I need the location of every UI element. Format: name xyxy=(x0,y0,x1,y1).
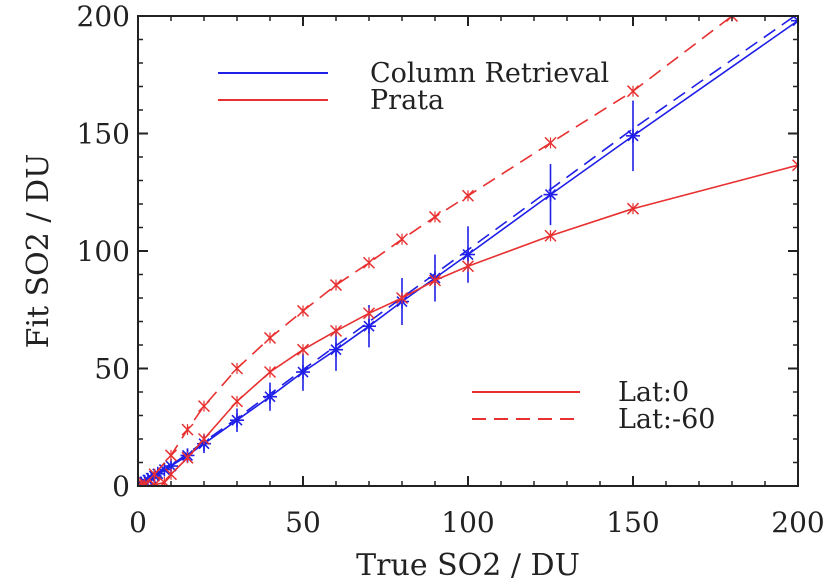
x-axis-label: True SO2 / DU xyxy=(356,548,580,583)
marker-stroke xyxy=(143,479,151,486)
data-point xyxy=(395,233,409,246)
x-tick-label: 50 xyxy=(285,506,321,539)
data-point xyxy=(158,476,171,486)
data-point xyxy=(626,128,640,143)
data-point xyxy=(230,413,244,428)
data-point xyxy=(791,159,798,172)
marker-stroke xyxy=(462,248,474,261)
x-tick-label: 100 xyxy=(441,506,494,539)
marker-stroke xyxy=(791,159,798,167)
data-point xyxy=(544,136,557,149)
data-point xyxy=(263,331,277,344)
marker-stroke xyxy=(791,164,798,172)
marker-stroke xyxy=(730,16,739,23)
data-point xyxy=(395,291,409,305)
data-point xyxy=(543,187,558,202)
y-tick-label: 150 xyxy=(77,118,130,151)
marker-stroke xyxy=(792,19,798,27)
marker-stroke xyxy=(544,189,557,201)
series-clip-group xyxy=(138,16,798,486)
y-tick-label: 50 xyxy=(94,353,130,386)
data-point xyxy=(428,274,442,287)
data-point xyxy=(230,362,244,375)
data-point xyxy=(329,279,343,292)
data-point xyxy=(181,451,194,464)
ticks-layer: 0 50 100 150 200 0 50 100 150 200 xyxy=(77,0,825,539)
series-line-2 xyxy=(138,164,798,486)
data-point xyxy=(461,260,475,273)
y-tick-label: 200 xyxy=(77,0,130,33)
data-point xyxy=(148,478,161,486)
data-point xyxy=(197,432,211,446)
data-point xyxy=(626,202,640,215)
series-layer xyxy=(138,16,798,486)
data-point xyxy=(164,449,178,462)
data-point xyxy=(362,307,376,320)
marker-stroke xyxy=(363,320,375,332)
data-point xyxy=(626,85,640,98)
legend-label: Lat:0 xyxy=(618,377,689,408)
data-point xyxy=(362,256,376,269)
y-tick-label: 100 xyxy=(77,235,130,268)
data-point xyxy=(181,423,194,436)
marker-stroke xyxy=(627,130,639,142)
marker-stroke xyxy=(231,414,243,426)
series-line-1 xyxy=(138,16,797,486)
data-point xyxy=(148,468,161,481)
data-point xyxy=(164,468,178,481)
legend-label: Lat:-60 xyxy=(618,404,715,435)
legend-label: Column Retrieval xyxy=(370,58,609,89)
marker-stroke xyxy=(330,344,342,356)
marker-stroke xyxy=(138,479,145,486)
marker-stroke xyxy=(792,16,798,22)
x-tick-label: 200 xyxy=(771,506,824,539)
data-point xyxy=(461,189,475,202)
data-point xyxy=(138,477,151,486)
data-point xyxy=(296,343,310,356)
legend-label: Prata xyxy=(370,85,444,116)
data-point xyxy=(230,395,244,408)
data-point xyxy=(428,210,442,223)
y-axis-label: Fit SO2 / DU xyxy=(21,154,56,349)
data-point xyxy=(296,304,310,317)
marker-stroke xyxy=(297,366,309,378)
y-tick-label: 0 xyxy=(112,470,130,503)
x-tick-label: 150 xyxy=(606,506,659,539)
marker-stroke xyxy=(165,460,177,472)
marker-stroke xyxy=(725,16,734,23)
data-point xyxy=(329,324,343,337)
marker-stroke xyxy=(264,391,276,403)
data-point xyxy=(197,400,211,413)
data-point xyxy=(296,365,310,380)
data-point xyxy=(544,229,557,242)
data-point xyxy=(263,365,277,379)
data-point xyxy=(791,16,798,28)
data-point xyxy=(138,479,145,486)
x-tick-label: 0 xyxy=(129,506,147,539)
data-point xyxy=(362,319,376,334)
